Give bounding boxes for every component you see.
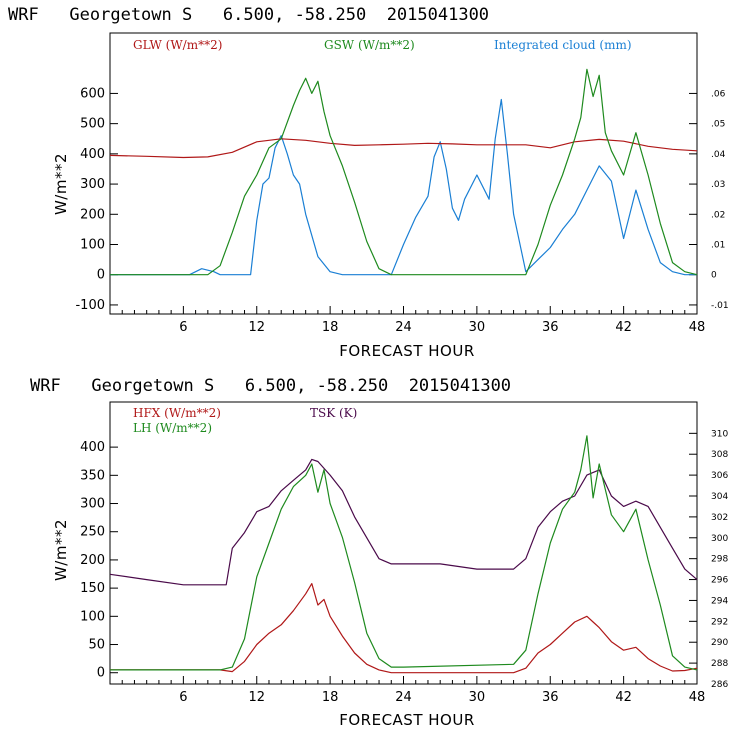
y-tick-label: 300 <box>80 497 105 512</box>
y2-tick-label: 290 <box>711 638 728 648</box>
y-tick-label: -100 <box>75 298 105 313</box>
legend-lh: LH (W/m**2) <box>133 421 212 435</box>
x-tick-label: 36 <box>542 320 559 335</box>
series-line-tsk <box>109 458 698 586</box>
chart-top-x-axis-label: FORECAST HOUR <box>339 342 475 360</box>
chart-bottom: WRF Georgetown S 6.500, -58.250 20150413… <box>30 376 728 729</box>
x-tick-label: 48 <box>689 690 706 705</box>
x-tick-label: 30 <box>469 690 486 705</box>
legend-tsk: TSK (K) <box>310 406 357 420</box>
chart-top-plot-frame <box>109 32 698 315</box>
y2-tick-label: 302 <box>711 513 728 523</box>
chart-top-y-ticks: -100 0 100 200 300 400 500 600 <box>75 86 118 313</box>
x-tick-label: 36 <box>542 690 559 705</box>
chart-bottom-x-axis-label: FORECAST HOUR <box>339 711 475 729</box>
y2-tick-label: -.01 <box>711 301 729 311</box>
y2-tick-label: 0 <box>711 271 717 281</box>
y-tick-label: 400 <box>80 440 105 455</box>
y2-tick-label: 298 <box>711 555 728 565</box>
chart-bottom-y-ticks: 0 50 100 150 200 250 300 350 400 <box>80 440 118 681</box>
y2-tick-label: 306 <box>711 471 728 481</box>
chart-top-x-ticks: 6 12 18 24 30 36 42 48 <box>121 306 706 335</box>
legend-gsw: GSW (W/m**2) <box>324 38 415 52</box>
legend-hfx: HFX (W/m**2) <box>133 406 221 420</box>
y-tick-label: 300 <box>80 177 105 192</box>
y-tick-label: 50 <box>88 638 105 653</box>
y2-tick-label: 288 <box>711 659 728 669</box>
chart-top: WRF Georgetown S 6.500, -58.250 20150413… <box>8 5 729 360</box>
x-tick-label: 24 <box>395 320 412 335</box>
y2-tick-label: 310 <box>711 429 728 439</box>
x-tick-label: 24 <box>395 690 412 705</box>
y2-tick-label: .05 <box>711 120 725 130</box>
chart-top-series <box>109 68 698 276</box>
y-tick-label: 100 <box>80 238 105 253</box>
x-tick-label: 18 <box>322 320 339 335</box>
y-tick-label: 200 <box>80 207 105 222</box>
x-tick-label: 6 <box>179 690 187 705</box>
series-line-lh <box>110 435 698 671</box>
x-tick-label: 42 <box>615 690 632 705</box>
y2-tick-label: 296 <box>711 576 728 586</box>
chart-bottom-series <box>109 435 698 674</box>
y2-tick-label: 286 <box>711 680 728 690</box>
x-tick-label: 12 <box>248 690 265 705</box>
chart-bottom-y-axis-label: W/m**2 <box>52 519 70 581</box>
y2-tick-label: .04 <box>711 150 726 160</box>
y-tick-label: 100 <box>80 609 105 624</box>
y-tick-label: 150 <box>80 581 105 596</box>
chart-bottom-y2-ticks: 286 288 290 292 294 296 298 300 302 304 306 308 310 <box>689 429 728 690</box>
y-tick-label: 500 <box>80 117 105 132</box>
chart-top-y-axis-label: W/m**2 <box>52 153 70 215</box>
legend-glw: GLW (W/m**2) <box>133 38 222 52</box>
chart-bottom-title: WRF Georgetown S 6.500, -58.250 20150413… <box>30 376 511 396</box>
x-tick-label: 42 <box>615 320 632 335</box>
y2-tick-label: .06 <box>711 89 726 99</box>
y-tick-label: 200 <box>80 553 105 568</box>
legend-integrated-cloud: Integrated cloud (mm) <box>494 38 632 52</box>
chart-bottom-plot-frame <box>109 401 698 685</box>
x-tick-label: 30 <box>469 320 486 335</box>
y-tick-label: 0 <box>97 666 105 681</box>
chart-top-y2-ticks: -.01 0 .01 .02 .03 .04 .05 .06 <box>689 89 729 311</box>
y2-tick-label: 292 <box>711 617 728 627</box>
y-tick-label: 400 <box>80 147 105 162</box>
y-tick-label: 0 <box>97 268 105 283</box>
chart-top-title: WRF Georgetown S 6.500, -58.250 20150413… <box>8 5 489 25</box>
y2-tick-label: 300 <box>711 534 728 544</box>
series-line-glw <box>109 138 698 159</box>
y2-tick-label: 308 <box>711 450 728 460</box>
y-tick-label: 250 <box>80 525 105 540</box>
y-tick-label: 350 <box>80 468 105 483</box>
series-line-gsw <box>110 68 698 276</box>
x-tick-label: 48 <box>689 320 706 335</box>
x-tick-label: 18 <box>322 690 339 705</box>
y-tick-label: 600 <box>80 86 105 101</box>
series-line-integrated <box>110 98 697 276</box>
x-tick-label: 12 <box>248 320 265 335</box>
chart-bottom-x-ticks: 6 12 18 24 30 36 42 48 <box>121 676 706 705</box>
x-tick-label: 6 <box>179 320 187 335</box>
y2-tick-label: 294 <box>711 596 728 606</box>
y2-tick-label: .01 <box>711 241 725 251</box>
y2-tick-label: .02 <box>711 210 725 220</box>
series-line-hfx <box>110 582 698 674</box>
y2-tick-label: 304 <box>711 492 728 502</box>
y2-tick-label: .03 <box>711 180 725 190</box>
